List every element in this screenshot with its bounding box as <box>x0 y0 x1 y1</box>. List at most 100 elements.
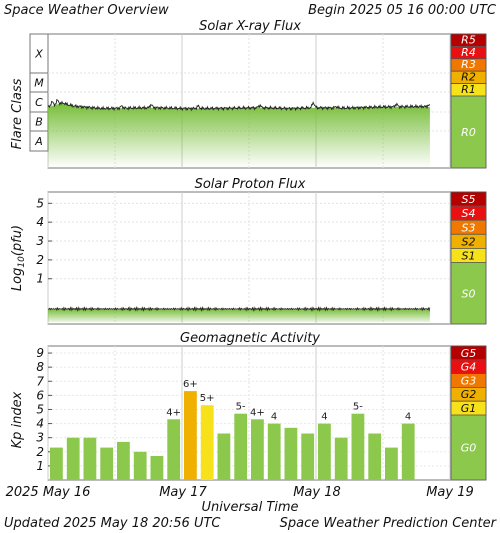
xray-series <box>47 98 431 168</box>
scale-level-S1 <box>450 247 487 263</box>
proton-flux-area <box>48 308 430 322</box>
scale-label: G0 <box>461 442 477 455</box>
scale-label: S2 <box>462 235 476 248</box>
kp-bar-label: 4+ <box>166 407 181 418</box>
scale-label: R5 <box>461 33 476 46</box>
date-label-2: May 18 <box>293 485 341 500</box>
xray-flux-line <box>47 98 431 112</box>
kp-bar <box>267 423 281 480</box>
class-label-X: X <box>34 48 43 61</box>
y-tick-label: 5 <box>36 196 44 210</box>
kp-bar <box>117 441 130 480</box>
kp-bar <box>100 447 114 480</box>
scale-label: G5 <box>461 347 477 360</box>
scale-label: R3 <box>461 58 476 71</box>
proton-ylabel: Log10(pfu) <box>10 225 27 291</box>
y-tick-label: 1 <box>36 272 44 286</box>
kp-bar-label: 6+ <box>183 379 198 390</box>
kp-bar <box>301 433 315 480</box>
xray-flux-area <box>48 103 430 168</box>
class-label-M: M <box>34 77 44 90</box>
proton-flux-line <box>48 305 431 312</box>
kp-bar-label: 4 <box>321 412 327 423</box>
proton-ticks: 1 2 3 4 5 <box>36 196 450 286</box>
class-label-A: A <box>34 135 43 148</box>
kp-bar-label: 5- <box>353 402 363 413</box>
class-label-B: B <box>35 116 43 129</box>
xray-ylabel: Flare Class <box>10 78 25 149</box>
scale-label: S1 <box>462 250 476 263</box>
kp-bar-label: 4 <box>405 412 411 423</box>
y-tick-label: 6 <box>36 388 44 402</box>
kp-bar-label: 5- <box>236 402 246 413</box>
kp-bar <box>351 413 365 480</box>
scale-label: S4 <box>462 207 476 220</box>
scale-label: G1 <box>461 402 477 415</box>
scale-label: R4 <box>461 46 476 59</box>
date-label-1: May 17 <box>159 485 207 500</box>
y-tick-label: 7 <box>36 374 44 388</box>
geomag-title: Geomagnetic Activity <box>180 331 320 346</box>
kp-bar <box>284 427 298 480</box>
agency-name: Space Weather Prediction Center <box>280 516 498 531</box>
kp-bar <box>217 433 231 480</box>
y-tick-label: 1 <box>36 459 44 473</box>
scale-label: S3 <box>462 221 476 234</box>
kp-bar <box>150 456 164 480</box>
scale-level-R1 <box>450 83 487 97</box>
kp-bar <box>234 413 248 480</box>
scale-label: G2 <box>461 388 477 401</box>
geomag-ylabel: Kp index <box>10 391 25 448</box>
proton-title: Solar Proton Flux <box>195 177 306 192</box>
proton-grid <box>47 192 451 324</box>
y-tick-label: 2 <box>36 445 44 459</box>
proton-series <box>48 305 431 322</box>
geomag-grid <box>47 346 451 480</box>
y-tick-label: 3 <box>36 234 44 248</box>
y-tick-label: 5 <box>36 402 44 416</box>
kp-bar-label: 4 <box>271 412 277 423</box>
scale-label: R2 <box>461 71 476 84</box>
geomag-plot-frame <box>47 345 451 481</box>
y-tick-label: 4 <box>36 215 44 229</box>
scale-label: R0 <box>461 126 476 139</box>
y-tick-label: 3 <box>36 431 44 445</box>
scale-label: S5 <box>462 193 476 206</box>
xray-title: Solar X-ray Flux <box>199 19 301 34</box>
date-label-0: 2025 May 16 <box>6 485 91 500</box>
y-tick-label: 9 <box>36 346 44 360</box>
updated-time: Updated 2025 May 18 20:56 UTC <box>4 516 221 531</box>
kp-bar <box>368 433 382 480</box>
geomag-bars: 4+ 6+5+ 5- 4+ 4 4 5- 4 <box>50 379 415 480</box>
kp-bar-label: 5+ <box>200 393 215 404</box>
kp-bar <box>167 419 181 480</box>
y-tick-label: 8 <box>36 360 44 374</box>
y-tick-label: 2 <box>36 253 44 267</box>
kp-bar <box>385 447 398 480</box>
kp-bar <box>401 423 415 480</box>
date-label-3: May 19 <box>426 485 474 500</box>
page-title: Space Weather Overview <box>4 3 169 18</box>
kp-bar <box>83 437 97 480</box>
scale-label: G3 <box>461 374 477 387</box>
scale-level-G1 <box>450 400 487 416</box>
x-axis-label: Universal Time <box>201 500 298 515</box>
scale-label: R1 <box>461 83 476 96</box>
kp-bar <box>200 405 214 480</box>
kp-bar <box>318 423 331 480</box>
kp-bar <box>251 419 264 480</box>
kp-bar <box>133 451 147 480</box>
kp-bar <box>50 447 63 480</box>
kp-bar <box>184 391 197 480</box>
kp-bar <box>334 437 348 480</box>
class-label-C: C <box>35 96 43 109</box>
kp-bar <box>66 437 80 480</box>
y-tick-label: 4 <box>36 417 44 431</box>
begin-time: Begin 2025 05 16 00:00 UTC <box>308 3 497 18</box>
